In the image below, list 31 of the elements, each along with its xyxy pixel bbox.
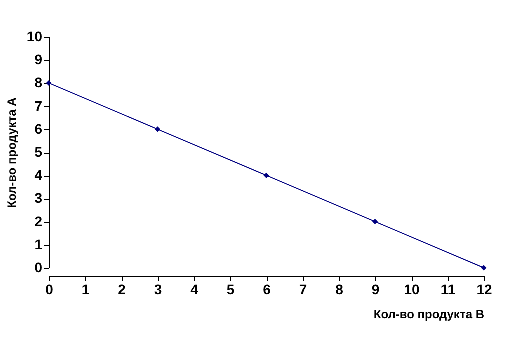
x-tick-label: 10 bbox=[404, 282, 420, 298]
y-tick-label: 0 bbox=[34, 260, 43, 276]
point bbox=[155, 126, 160, 132]
y-tick-label: 10 bbox=[26, 28, 43, 44]
y-tick-label: 3 bbox=[34, 190, 43, 206]
x-axis-title: Кол-во продукта B bbox=[374, 308, 485, 322]
x-tick-label: 12 bbox=[476, 282, 492, 298]
x-tick-label: 9 bbox=[372, 282, 380, 298]
x-tick-label: 4 bbox=[190, 282, 199, 298]
x-tick-label: 5 bbox=[226, 282, 235, 298]
point bbox=[264, 172, 270, 178]
y-tick-label: 4 bbox=[34, 167, 43, 184]
x-tick-label: 1 bbox=[82, 282, 90, 298]
y-tick-label: 6 bbox=[34, 120, 43, 137]
x-tick-label: 8 bbox=[336, 282, 344, 298]
point bbox=[481, 265, 487, 271]
y-tick-label: 5 bbox=[34, 144, 43, 160]
y-tick-label: 7 bbox=[34, 98, 43, 114]
x-tick-label: 11 bbox=[440, 282, 456, 298]
y-axis-title: Кол-во продукта А bbox=[4, 97, 19, 208]
y-tick-label: 8 bbox=[34, 74, 43, 91]
x-tick-label: 7 bbox=[299, 282, 308, 298]
x-tick-label: 2 bbox=[118, 282, 126, 298]
y-tick-label: 9 bbox=[34, 52, 43, 68]
y-tick-label: 1 bbox=[34, 236, 43, 252]
point bbox=[372, 219, 378, 225]
y-tick-label: 2 bbox=[34, 213, 43, 230]
x-tick-label: 0 bbox=[46, 282, 54, 298]
x-tick-label: 3 bbox=[154, 282, 162, 298]
x-tick-label: 6 bbox=[263, 282, 272, 298]
point bbox=[46, 80, 52, 86]
